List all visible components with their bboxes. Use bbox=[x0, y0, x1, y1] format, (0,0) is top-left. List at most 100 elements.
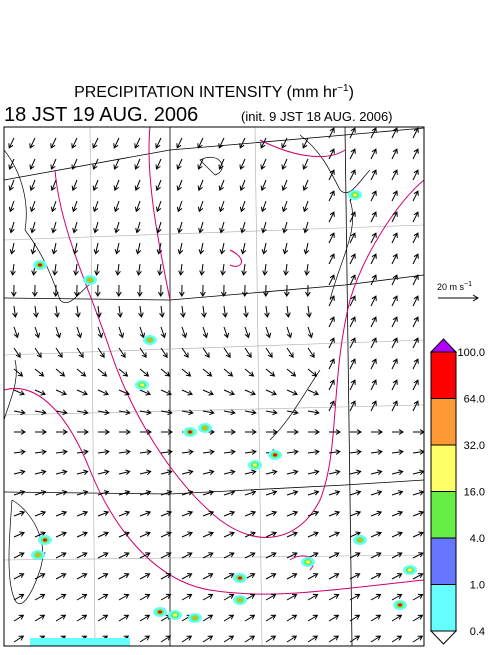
wind-arrow bbox=[34, 573, 46, 580]
wind-arrow bbox=[178, 263, 184, 276]
grid-line bbox=[4, 127, 424, 646]
wind-arrow bbox=[265, 573, 277, 580]
wind-arrow bbox=[412, 635, 424, 643]
wind-arrow bbox=[118, 614, 130, 622]
wind-arrow bbox=[181, 347, 189, 358]
wind-arrow bbox=[71, 137, 78, 149]
wind-arrow bbox=[137, 284, 143, 297]
wind-arrow bbox=[30, 242, 37, 255]
wind-arrow bbox=[218, 137, 225, 149]
wind-arrow bbox=[349, 635, 361, 643]
wind-arrow bbox=[328, 614, 340, 622]
wind-arrow bbox=[76, 531, 88, 538]
wind-arrow bbox=[34, 510, 47, 517]
wind-arrow bbox=[13, 510, 26, 517]
wind-arrow bbox=[202, 593, 214, 601]
wind-arrow bbox=[92, 179, 99, 192]
rain-cell bbox=[273, 453, 277, 457]
wind-arrow bbox=[391, 429, 404, 435]
wind-arrow bbox=[76, 409, 89, 416]
wind-arrow bbox=[307, 490, 320, 496]
wind-arrow bbox=[302, 158, 309, 170]
rain-band bbox=[30, 638, 130, 646]
wind-arrow bbox=[412, 379, 419, 391]
wind-arrow bbox=[241, 263, 247, 276]
wind-arrow bbox=[239, 179, 246, 192]
wind-arrow bbox=[328, 211, 335, 223]
wind-arrow bbox=[13, 389, 25, 396]
wind-arrow bbox=[76, 368, 87, 377]
wind-arrow bbox=[223, 429, 236, 435]
wind-arrow bbox=[307, 409, 320, 416]
wind-arrow bbox=[34, 326, 41, 339]
colorbar-segment bbox=[430, 444, 457, 492]
wind-arrow bbox=[8, 158, 15, 170]
wind-arrow bbox=[307, 429, 320, 435]
wind-arrow bbox=[223, 531, 235, 538]
wind-arrow bbox=[197, 137, 204, 149]
colorbar-label: 4.0 bbox=[470, 533, 485, 545]
wind-arrow bbox=[135, 242, 142, 255]
wind-arrow bbox=[118, 469, 131, 476]
wind-arrow bbox=[307, 614, 319, 622]
wind-arrow bbox=[11, 284, 17, 297]
wind-arrow bbox=[412, 593, 424, 601]
wind-arrow bbox=[97, 326, 104, 339]
wind-arrow bbox=[239, 200, 246, 213]
wind-arrow bbox=[223, 635, 235, 643]
wind-arrow bbox=[76, 593, 88, 601]
wind-arrow bbox=[223, 593, 235, 601]
wind-arrow bbox=[302, 179, 309, 192]
wind-arrow bbox=[370, 211, 377, 223]
wind-arrow bbox=[134, 137, 141, 149]
wind-arrow bbox=[55, 510, 68, 517]
wind-arrow bbox=[55, 389, 67, 396]
wind-arrow bbox=[281, 179, 288, 192]
wind-arrow bbox=[391, 400, 398, 412]
wind-arrow bbox=[160, 368, 171, 377]
wind-arrow bbox=[223, 449, 236, 455]
wind-arrow bbox=[244, 347, 252, 358]
pressure-contour bbox=[4, 127, 424, 595]
wind-arrow bbox=[156, 221, 162, 234]
wind-arrow bbox=[218, 158, 225, 170]
wind-arrow bbox=[29, 179, 36, 192]
wind-arrow bbox=[76, 552, 88, 559]
wind-arrow bbox=[92, 200, 99, 213]
wind-arrow bbox=[223, 347, 231, 358]
wind-arrow bbox=[94, 263, 100, 276]
wind-arrow bbox=[412, 573, 424, 580]
wind-arrow bbox=[55, 469, 68, 476]
wind-arrow bbox=[202, 510, 215, 517]
wind-arrow bbox=[118, 593, 130, 601]
wind-arrow bbox=[391, 169, 398, 181]
wind-arrow bbox=[303, 242, 310, 255]
colorbar-cap bbox=[429, 630, 458, 645]
rain-cell bbox=[158, 610, 162, 614]
wind-arrow bbox=[71, 158, 78, 170]
wind-arrow bbox=[286, 368, 297, 377]
wind-arrow bbox=[328, 316, 335, 328]
wind-arrow bbox=[13, 490, 26, 496]
wind-arrow bbox=[220, 263, 226, 276]
wind-arrow bbox=[118, 573, 130, 580]
wind-arrow bbox=[139, 409, 152, 416]
wind-arrow bbox=[307, 469, 320, 476]
wind-arrow bbox=[113, 158, 120, 170]
wind-arrow bbox=[34, 614, 46, 622]
title: PRECIPITATION INTENSITY (mm hr−1) bbox=[74, 83, 354, 101]
wind-arrow bbox=[181, 326, 188, 339]
wind-arrow bbox=[139, 531, 151, 538]
wind-arrow bbox=[349, 531, 361, 538]
wind-arrow bbox=[265, 593, 277, 601]
wind-arrow bbox=[370, 635, 382, 643]
wind-arrow bbox=[160, 389, 172, 396]
wind-arrow bbox=[221, 284, 227, 297]
colorbar-label: 64.0 bbox=[464, 394, 485, 406]
wind-arrow bbox=[265, 347, 273, 358]
wind-arrow bbox=[55, 347, 63, 358]
wind-arrow bbox=[412, 510, 424, 517]
rain-cell bbox=[173, 613, 177, 617]
wind-arrow bbox=[302, 137, 309, 149]
wind-arrow bbox=[181, 552, 193, 559]
